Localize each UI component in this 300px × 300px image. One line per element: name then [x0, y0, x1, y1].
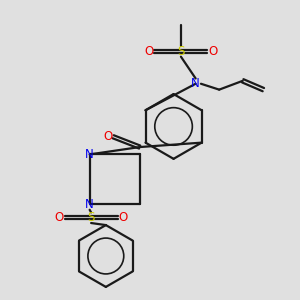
Text: O: O: [208, 45, 217, 58]
Text: N: N: [191, 77, 200, 90]
Text: O: O: [55, 211, 64, 224]
Text: S: S: [177, 45, 184, 58]
Text: S: S: [87, 211, 95, 224]
Text: N: N: [85, 198, 94, 211]
Text: O: O: [103, 130, 113, 143]
Text: O: O: [145, 45, 154, 58]
Text: O: O: [118, 211, 128, 224]
Text: N: N: [85, 148, 94, 161]
